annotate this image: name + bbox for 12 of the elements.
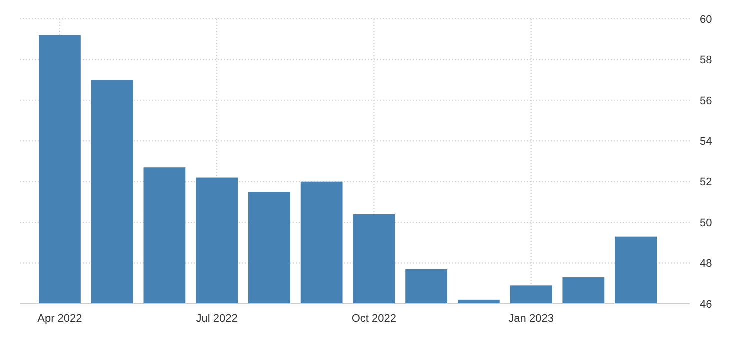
y-tick-label: 46: [700, 298, 712, 311]
x-tick-label: Apr 2022: [38, 313, 82, 325]
x-tick-label: Oct 2022: [352, 313, 397, 325]
y-tick-label: 60: [700, 14, 712, 26]
y-tick-label: 56: [700, 95, 712, 108]
y-tick-label: 48: [700, 258, 712, 270]
y-tick-label: 52: [700, 176, 712, 189]
x-tick-label: Jan 2023: [508, 313, 554, 325]
y-tick-label: 50: [700, 217, 712, 230]
y-tick-label: 58: [700, 54, 712, 67]
x-tick-label: Jul 2022: [196, 313, 238, 325]
y-tick-label: 54: [700, 136, 712, 148]
